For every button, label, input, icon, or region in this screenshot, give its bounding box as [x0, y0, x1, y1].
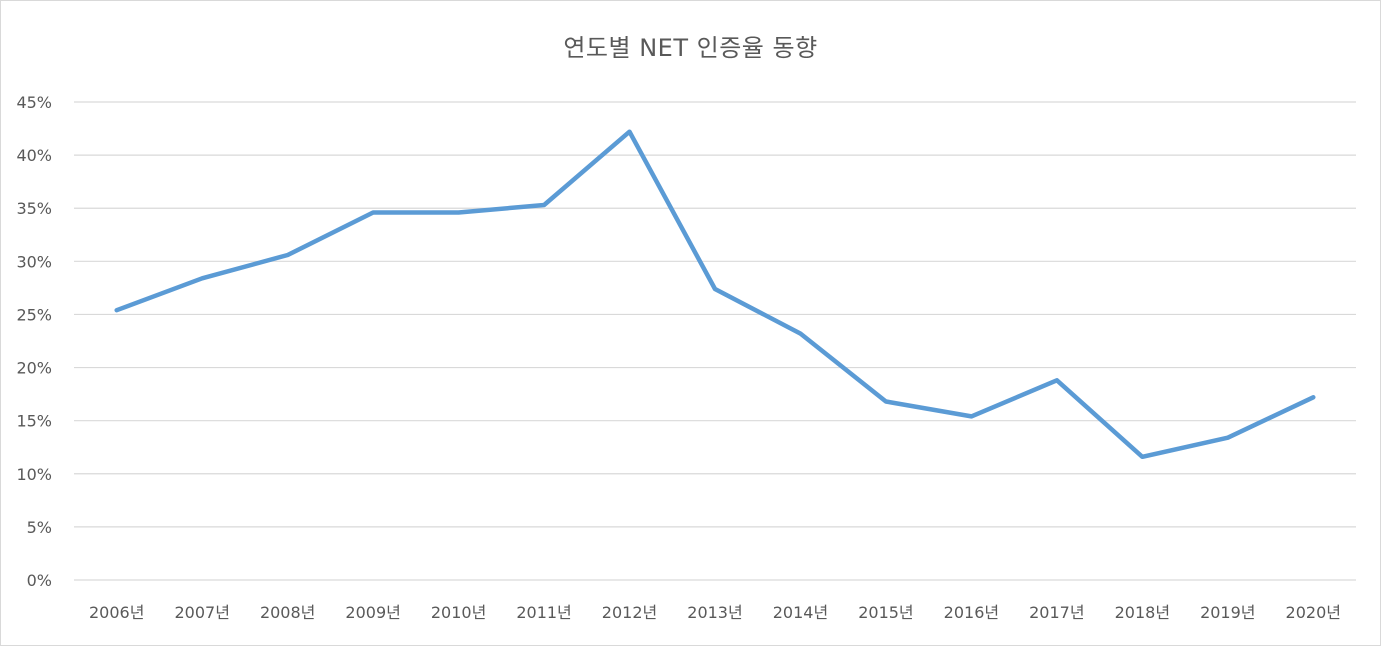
series-lines: [114, 129, 1316, 460]
x-tick-label: 2013년: [687, 603, 742, 622]
x-axis-ticks: 2006년 2007년 2008년 2009년 2010년 2011년 2012년 2013년…: [89, 603, 1341, 622]
x-tick-label: 2019년: [1200, 603, 1255, 622]
x-tick-label: 2006년: [89, 603, 144, 622]
x-tick-label: 2007년: [174, 603, 229, 622]
x-tick-label: 2012년: [602, 603, 657, 622]
series-line: [114, 129, 1316, 460]
y-tick-label: 0%: [27, 571, 52, 590]
x-tick-label: 2017년: [1029, 603, 1084, 622]
x-tick-label: 2010년: [431, 603, 486, 622]
y-tick-label: 15%: [16, 412, 52, 431]
x-tick-label: 2009년: [345, 603, 400, 622]
y-tick-label: 40%: [16, 146, 52, 165]
y-tick-label: 20%: [16, 359, 52, 378]
y-tick-label: 45%: [16, 93, 52, 112]
y-axis-ticks: 0% 5% 10% 15% 20% 25% 30% 35% 40% 45%: [16, 93, 52, 590]
x-tick-label: 2014년: [773, 603, 828, 622]
x-tick-label: 2016년: [944, 603, 999, 622]
x-tick-label: 2020년: [1286, 603, 1341, 622]
y-tick-label: 30%: [16, 252, 52, 271]
x-tick-label: 2011년: [516, 603, 571, 622]
x-tick-label: 2015년: [858, 603, 913, 622]
x-tick-label: 2008년: [260, 603, 315, 622]
y-tick-label: 5%: [27, 518, 52, 537]
y-tick-label: 10%: [16, 465, 52, 484]
x-tick-label: 2018년: [1115, 603, 1170, 622]
chart-title: 연도별 NET 인증율 동향: [563, 34, 818, 62]
gridlines: [74, 101, 1356, 581]
y-tick-label: 35%: [16, 199, 52, 218]
y-tick-label: 25%: [16, 305, 52, 324]
